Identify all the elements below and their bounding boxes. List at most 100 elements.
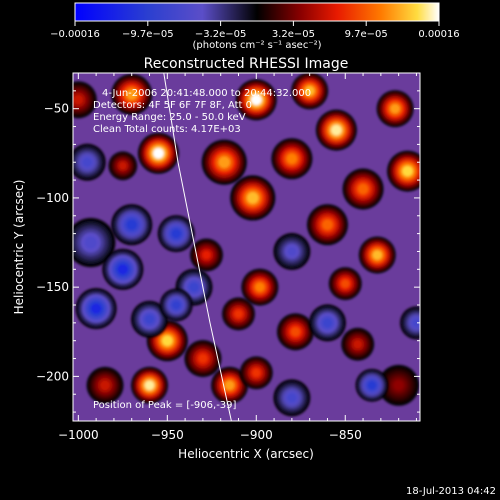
heatmap-blob-15	[241, 268, 279, 306]
heatmap-blob-24	[239, 356, 273, 390]
colorbar-tick-label: 3.2e−05	[272, 29, 315, 40]
heatmap-blob-ring	[144, 314, 155, 325]
heatmap-blob-25	[86, 366, 124, 404]
heatmap-blob-ring	[322, 318, 333, 328]
heatmap-blob-4	[235, 79, 277, 121]
heatmap-blob-ring	[286, 153, 298, 165]
chart-title: Reconstructed RHESSI Image	[144, 56, 349, 72]
heatmap-blobs	[73, 73, 420, 417]
heatmap-blob-9	[342, 168, 384, 210]
y-tick-label: −50	[44, 102, 69, 116]
heatmap-blob-ring	[100, 380, 110, 391]
heatmap-blob-21	[131, 366, 168, 404]
x-tick-label: −850	[329, 428, 362, 442]
colorbar-tick-label: −3.2e−05	[195, 29, 247, 40]
heatmap-blob-ring	[117, 263, 129, 275]
heatmap-blob-40	[73, 143, 106, 181]
heatmap-blob-13	[358, 236, 396, 274]
heatmap-blob-36	[273, 233, 311, 270]
x-tick-label: −900	[240, 428, 273, 442]
footer-timestamp: 18-Jul-2013 04:42	[406, 486, 496, 497]
heatmap-blob-23	[211, 366, 249, 404]
x-tick-label: −950	[151, 428, 184, 442]
x-tick-label: −1000	[58, 428, 99, 442]
heatmap-blob-34	[131, 300, 168, 338]
heatmap-blob-ring	[372, 250, 383, 260]
heatmap-blob-ring	[246, 192, 259, 204]
heatmap-blob-ring	[198, 353, 208, 364]
heatmap-blob-ring	[390, 103, 400, 114]
heatmap-blob-3	[201, 139, 247, 185]
heatmap-blob-ring	[290, 326, 301, 337]
annotation-energy-range: Energy Range: 25.0 - 50.0 keV	[93, 112, 246, 123]
heatmap-blob-19	[190, 238, 223, 272]
heatmap-blob-ring	[412, 318, 420, 328]
heatmap-blob-ring	[287, 246, 297, 257]
heatmap-blob-ring	[224, 380, 235, 391]
heatmap-plot-area	[73, 73, 420, 421]
heatmap-blob-27	[73, 81, 97, 119]
heatmap-blob-ring	[119, 162, 127, 170]
colorbar-tick-label: 9.7e−05	[345, 29, 388, 40]
heatmap-blob-12	[307, 204, 348, 246]
heatmap-blob-ring	[250, 94, 262, 106]
heatmap-blob-ring	[234, 309, 243, 319]
heatmap-blob-ring	[357, 183, 369, 195]
heatmap-blob-ring	[82, 157, 93, 168]
heatmap-blob-18	[341, 327, 375, 361]
heatmap-blob-1	[137, 132, 179, 174]
heatmap-blob-14	[328, 267, 362, 300]
heatmap-blob-7	[291, 73, 329, 110]
observation-annotations: 4-Jun-2006 20:41:48.000 to 20:44:32.000 …	[93, 88, 311, 135]
annotation-time-range: 4-Jun-2006 20:41:48.000 to 20:44:32.000	[102, 88, 311, 99]
y-tick-label: −200	[36, 369, 69, 383]
annotation-total-counts: Clean Total counts: 4.17E+03	[93, 124, 241, 135]
heatmap-blob-ring	[126, 219, 138, 231]
heatmap-blob-ring	[367, 381, 377, 390]
heatmap-blob-ring	[252, 368, 261, 378]
heatmap-blob-11	[387, 150, 420, 192]
heatmap-blob-ring	[218, 156, 231, 169]
heatmap-blob-ring	[144, 380, 155, 391]
heatmap-blob-ring	[73, 94, 84, 105]
heatmap-blob-ring	[393, 379, 404, 391]
heatmap-blob-39	[273, 379, 311, 417]
heatmap-blob-ring	[331, 124, 342, 136]
heatmap-blob-0	[111, 73, 153, 115]
heatmap-blob-ring	[171, 228, 182, 239]
heatmap-blob-ring	[322, 219, 333, 231]
heatmap-blob-ring	[161, 335, 173, 347]
heatmap-blob-16	[222, 297, 255, 331]
colorbar-tick-label: −9.7e−05	[122, 29, 174, 40]
y-axis-label: Heliocentric Y (arcsec)	[12, 180, 26, 315]
heatmap-blob-ring	[255, 282, 265, 292]
heatmap-blob-41	[400, 306, 420, 340]
heatmap-blob-6	[271, 138, 313, 180]
colorbar-tick-label: −0.00016	[50, 29, 100, 40]
heatmap-blob-ring	[189, 282, 199, 292]
heatmap-blob-28	[73, 217, 116, 268]
heatmap-blob-ring	[153, 147, 164, 159]
colorbar: −0.00016 −9.7e−05 −3.2e−05 3.2e−05 9.7e−05 0.…	[50, 2, 460, 51]
heatmap-blob-ring	[340, 279, 350, 288]
annotation-detectors: Detectors: 4F 5F 6F 7F 8F, Att 0	[93, 100, 252, 111]
heatmap-blob-22	[184, 340, 222, 377]
heatmap-blob-2	[108, 151, 138, 181]
heatmap-blob-ring	[304, 86, 315, 96]
colorbar-tick-label: 0.00016	[418, 29, 459, 40]
y-axis-ticks: −50 −100 −150 −200	[36, 90, 420, 413]
x-axis-ticks: −1000 −950 −900 −850	[58, 73, 417, 442]
heatmap-blob-5	[230, 175, 276, 221]
heatmap-blob-33	[75, 288, 117, 330]
heatmap-blob-ring	[202, 250, 211, 260]
y-tick-label: −150	[36, 280, 69, 294]
heatmap-blob-ring	[353, 339, 362, 349]
heatmap-blob-38	[355, 368, 389, 402]
colorbar-gradient	[74, 2, 440, 22]
heatmap-blob-ring	[90, 303, 102, 314]
colorbar-unit-label: (photons cm⁻² s⁻¹ asec⁻²)	[192, 40, 321, 51]
heatmap-blob-10	[376, 90, 414, 128]
heatmap-blob-ring	[84, 236, 98, 249]
heatmap-blob-ring	[402, 165, 413, 177]
